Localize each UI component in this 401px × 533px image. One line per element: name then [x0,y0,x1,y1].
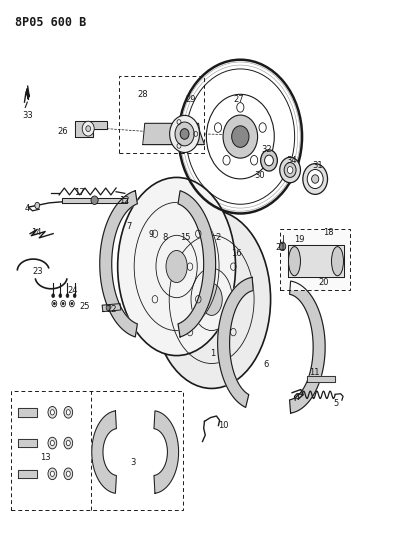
Ellipse shape [62,302,64,305]
Polygon shape [18,470,37,478]
Ellipse shape [51,440,55,446]
Ellipse shape [117,177,235,356]
Ellipse shape [312,175,319,183]
Text: 10: 10 [219,421,229,430]
Ellipse shape [66,440,70,446]
Ellipse shape [51,471,55,477]
Text: 32: 32 [261,146,271,155]
Ellipse shape [66,471,70,477]
Bar [11,391,182,511]
Ellipse shape [64,407,73,418]
Text: 29: 29 [185,95,196,104]
Ellipse shape [287,166,293,173]
Ellipse shape [307,169,323,189]
Polygon shape [75,120,107,136]
Text: 25: 25 [80,302,90,311]
Polygon shape [100,191,138,337]
Ellipse shape [59,294,62,297]
Ellipse shape [86,126,91,132]
Polygon shape [18,408,37,417]
Bar [119,76,205,152]
Text: 4: 4 [24,204,30,213]
Ellipse shape [48,437,57,449]
Text: 19: 19 [294,236,304,245]
Text: 4: 4 [294,393,300,402]
Text: 28: 28 [138,90,148,99]
Ellipse shape [175,122,194,146]
Ellipse shape [303,164,328,195]
Text: 18: 18 [323,228,333,237]
Text: 22: 22 [107,305,117,314]
Text: 3: 3 [130,458,136,467]
Text: 26: 26 [58,127,69,136]
Text: 6: 6 [263,360,269,369]
Polygon shape [18,439,37,447]
Text: 7: 7 [126,222,132,231]
Text: 27: 27 [233,95,244,104]
Ellipse shape [332,247,344,276]
Text: 12: 12 [119,196,130,205]
Ellipse shape [153,211,271,389]
Ellipse shape [106,305,110,311]
Ellipse shape [232,126,249,147]
Ellipse shape [170,115,200,152]
Ellipse shape [82,121,94,136]
Ellipse shape [71,302,73,305]
Polygon shape [62,198,127,203]
Ellipse shape [223,115,257,158]
Polygon shape [218,277,253,407]
Polygon shape [92,411,116,493]
Ellipse shape [284,163,296,177]
Ellipse shape [35,203,40,209]
Text: 31: 31 [313,161,323,170]
Polygon shape [307,376,335,382]
Ellipse shape [64,437,73,449]
Text: 9: 9 [148,230,153,239]
Ellipse shape [265,155,273,166]
Polygon shape [143,123,205,144]
Ellipse shape [48,407,57,418]
Polygon shape [290,281,325,413]
Ellipse shape [52,294,55,297]
Text: 14: 14 [31,228,42,237]
Ellipse shape [51,410,55,415]
Text: 24: 24 [67,286,77,295]
Ellipse shape [279,242,286,251]
Ellipse shape [66,410,70,415]
Text: 8: 8 [162,233,167,242]
Text: 11: 11 [309,368,319,377]
Text: 23: 23 [32,268,43,276]
Text: 13: 13 [40,453,51,462]
Bar [280,229,350,290]
Text: 17: 17 [74,188,84,197]
Ellipse shape [53,302,55,305]
Ellipse shape [48,468,57,480]
Polygon shape [154,411,178,493]
Text: 2: 2 [216,233,221,242]
Text: 30: 30 [254,171,265,180]
Ellipse shape [261,150,277,171]
Text: 16: 16 [231,249,242,258]
Ellipse shape [91,196,98,205]
Text: 21: 21 [275,244,286,253]
Text: 8P05 600 B: 8P05 600 B [15,16,87,29]
Ellipse shape [66,294,69,297]
Ellipse shape [64,468,73,480]
Ellipse shape [73,294,76,297]
Text: 33: 33 [22,111,32,120]
Text: 1: 1 [210,350,215,359]
Text: 5: 5 [333,399,338,408]
Ellipse shape [180,128,189,139]
Polygon shape [178,191,216,337]
Polygon shape [288,245,344,277]
Ellipse shape [288,247,300,276]
Ellipse shape [166,251,187,282]
Ellipse shape [280,157,300,183]
Text: 20: 20 [319,278,329,287]
Text: 15: 15 [180,233,190,242]
Text: 34: 34 [287,156,298,165]
Polygon shape [102,304,121,312]
Ellipse shape [201,284,222,316]
